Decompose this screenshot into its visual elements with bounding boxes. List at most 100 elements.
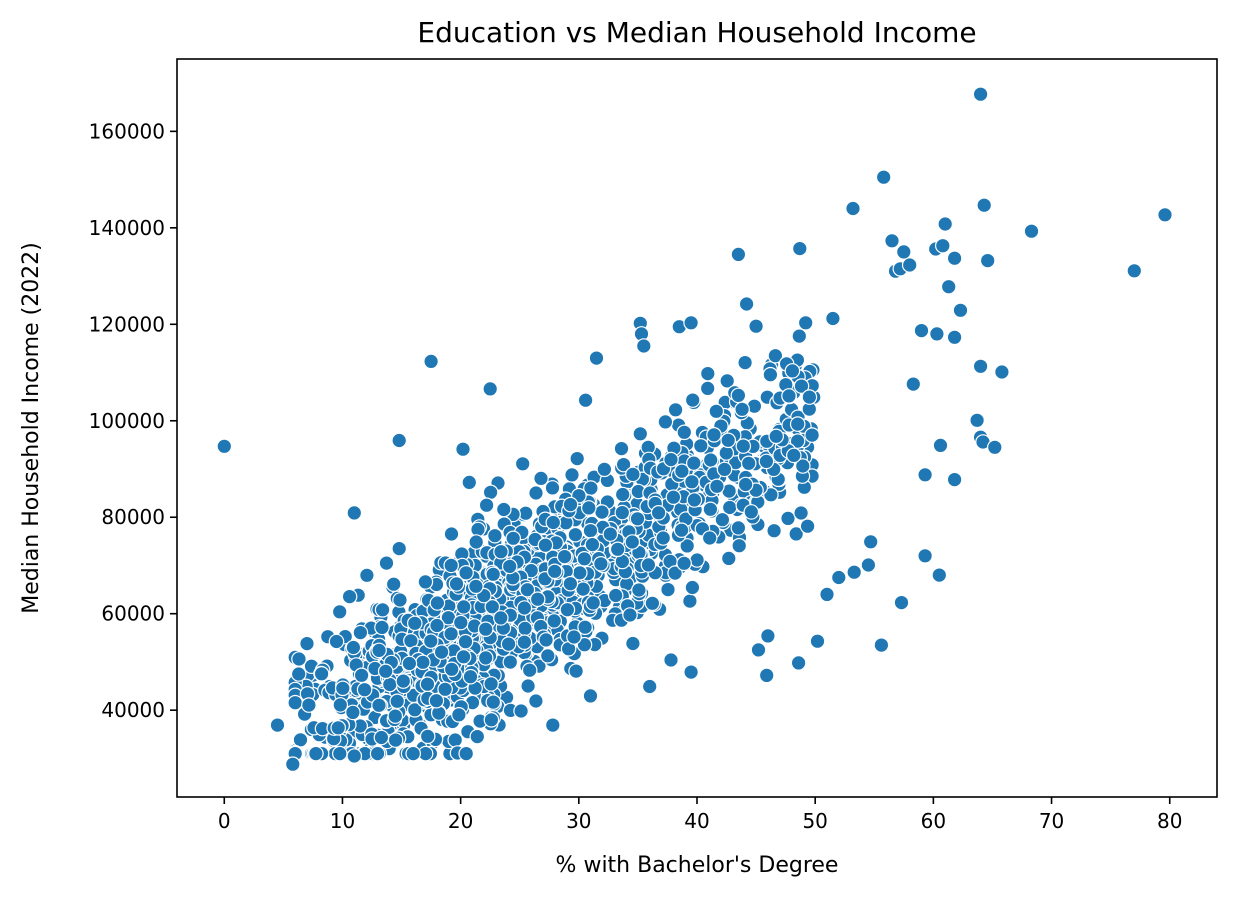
data-point [766, 522, 782, 539]
data-point [730, 246, 747, 263]
data-point [568, 663, 584, 679]
data-point [684, 392, 701, 408]
data-point [483, 676, 499, 692]
data-point [419, 728, 436, 745]
data-point [356, 681, 373, 698]
data-point [546, 613, 562, 629]
data-point [952, 302, 969, 319]
data-point [644, 595, 661, 612]
data-point [830, 569, 847, 586]
data-point [846, 564, 862, 580]
data-point [614, 486, 631, 503]
data-point [345, 639, 362, 656]
data-point [931, 567, 948, 583]
data-point [582, 688, 599, 704]
data-point [468, 534, 484, 550]
data-point [582, 522, 599, 539]
data-point [804, 427, 820, 443]
data-point [737, 354, 753, 371]
data-point [683, 664, 699, 680]
data-point [986, 439, 1003, 456]
data-point [709, 478, 725, 495]
data-point [501, 558, 518, 575]
y-axis-label: Median Household Income (2022) [19, 242, 44, 614]
data-point [462, 668, 479, 685]
data-point [334, 680, 351, 697]
data-point [884, 233, 900, 249]
data-point [562, 496, 579, 513]
data-point [862, 533, 879, 550]
data-point [564, 467, 580, 483]
data-point [461, 474, 478, 491]
data-point [537, 537, 554, 553]
data-point [577, 392, 594, 408]
data-point [458, 564, 474, 581]
data-point [801, 389, 818, 405]
data-point [719, 373, 735, 389]
data-point [452, 614, 469, 631]
data-point [674, 463, 690, 479]
data-point [331, 745, 348, 762]
data-point [458, 745, 474, 762]
data-point [596, 461, 613, 478]
data-point [332, 697, 349, 713]
data-point [825, 310, 841, 327]
data-point [378, 555, 395, 571]
data-point [415, 654, 431, 671]
data-point [371, 697, 387, 714]
data-point [493, 543, 509, 560]
data-point [429, 617, 445, 634]
data-point [308, 745, 324, 762]
data-point [559, 601, 576, 618]
x-tick-label: 60 [921, 809, 946, 833]
data-point [429, 595, 446, 611]
y-tick-label: 100000 [89, 409, 165, 433]
data-point [929, 326, 945, 342]
data-point [784, 363, 801, 379]
data-point [937, 216, 953, 232]
data-point [359, 567, 375, 584]
data-point [371, 642, 387, 659]
data-point [1126, 262, 1143, 279]
data-point [538, 632, 554, 648]
data-point [917, 547, 933, 564]
data-point [588, 350, 605, 366]
data-point [758, 453, 775, 470]
data-point [546, 563, 563, 580]
plot-frame [176, 58, 1218, 798]
data-point [767, 347, 784, 364]
chart-title: Education vs Median Household Income [417, 16, 976, 49]
data-point [708, 403, 725, 420]
data-point [917, 466, 933, 483]
data-point [845, 200, 861, 217]
data-point [405, 745, 421, 762]
data-point [477, 621, 494, 637]
y-tick-label: 160000 [89, 119, 165, 143]
data-point [684, 579, 701, 596]
data-point [640, 557, 657, 573]
data-point [667, 401, 684, 418]
data-point [593, 555, 609, 572]
data-point [730, 520, 747, 536]
data-point [629, 510, 646, 527]
data-point [679, 538, 695, 554]
data-point [683, 314, 699, 331]
data-point [369, 745, 386, 762]
data-point [352, 624, 369, 641]
data-point [576, 550, 593, 567]
x-tick-label: 40 [684, 809, 709, 833]
x-axis-ticks: 0 10 20 30 40 50 60 70 80 [218, 797, 1182, 833]
data-point [569, 450, 585, 467]
data-point [443, 625, 459, 642]
data-point [631, 582, 647, 598]
data-point [391, 432, 407, 449]
data-point [793, 378, 810, 394]
data-point [406, 615, 423, 632]
data-point [689, 552, 705, 568]
data-point [758, 667, 775, 684]
data-point [519, 581, 536, 598]
data-point [763, 486, 779, 503]
data-point [455, 648, 472, 665]
data-point [528, 693, 544, 709]
data-point [594, 504, 610, 520]
